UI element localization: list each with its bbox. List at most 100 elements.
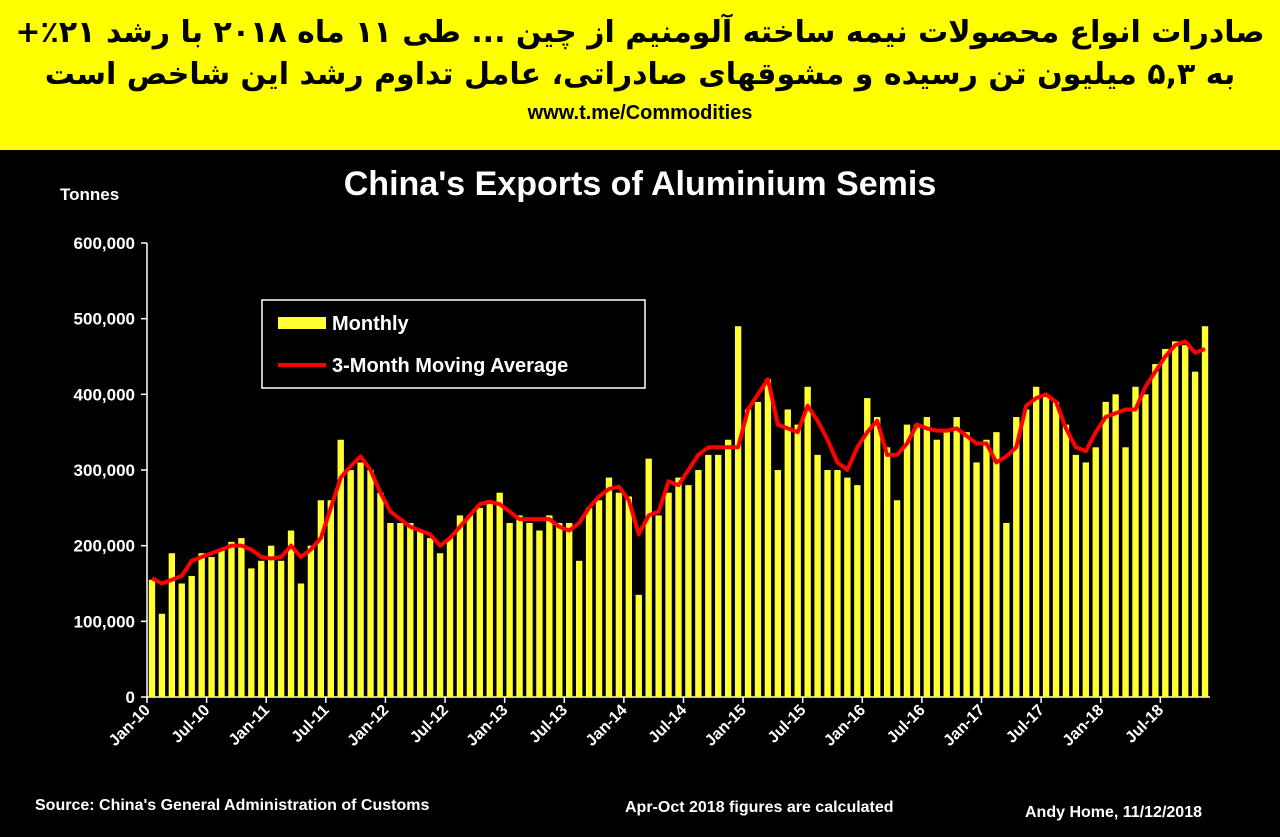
bar [923,417,931,697]
bar [754,401,762,697]
bar [168,553,176,697]
source-note: Source: China's General Administration o… [35,797,429,814]
y-tick-label: 400,000 [74,385,135,404]
bar [486,500,493,697]
header-line: صادرات انواع محصولات نیمه ساخته آلومنیم … [15,15,1265,50]
bar [377,492,384,697]
bar [158,613,166,697]
bar [536,530,543,697]
bar [516,515,523,697]
bar [238,538,245,697]
bar [556,522,563,697]
bar [1112,394,1119,697]
y-axis-label: Tonnes [60,185,119,204]
bar [705,454,712,697]
bar [1072,454,1080,697]
y-tick-label: 100,000 [74,612,135,631]
bar [685,485,692,697]
bar [963,432,970,697]
bar [724,439,732,697]
y-tick-label: 600,000 [74,234,135,253]
bar [566,522,573,697]
y-tick-label: 200,000 [74,537,135,556]
bar [407,522,414,697]
bar [397,522,404,697]
bar [208,557,215,697]
bar [844,477,851,697]
bar [953,417,960,697]
bar [327,500,334,697]
bar [1152,364,1159,697]
bar [575,560,583,697]
legend: Monthly 3-Month Moving Average [261,299,646,389]
bar [635,594,642,697]
bar [526,522,533,697]
bar [268,545,275,697]
bar [426,538,434,697]
bar [864,398,871,697]
bar [307,545,315,697]
legend-label: Monthly [332,313,410,335]
bar [1191,371,1199,697]
bar [665,492,672,697]
bar [1181,345,1189,697]
bar [933,439,940,697]
bar [695,470,702,697]
bar [973,462,980,697]
bar [178,583,185,697]
bar [784,409,791,697]
bar [456,515,464,697]
bar [387,522,394,697]
bar [625,496,633,697]
bar [854,485,861,697]
bar [893,500,901,697]
bar [1092,447,1099,697]
bar [347,470,354,697]
bar [824,470,831,697]
bar [1132,386,1139,697]
bar [834,470,841,697]
chart: China's Exports of Aluminium Semis Tonne… [0,150,1280,837]
bar [436,553,444,697]
bar [1042,394,1050,697]
bar [983,439,990,697]
bar [1172,341,1179,697]
bar [1082,462,1089,697]
bar [198,553,205,697]
bar [1003,522,1010,697]
bar [317,500,325,697]
bar [297,583,305,697]
header-link: www.t.me/Commodities [527,102,753,124]
chart-title: China's Exports of Aluminium Semis [344,165,936,203]
bar [1102,401,1109,697]
bar [367,470,374,697]
bar [446,538,454,697]
bar [1122,447,1129,697]
bar [228,541,235,697]
bar [546,515,553,697]
bar [993,432,1000,697]
y-tick-label: 0 [126,688,135,707]
y-tick-label: 300,000 [74,461,135,480]
bar [1062,424,1070,697]
bar [1023,409,1030,697]
bar [148,579,156,697]
bar [258,560,265,697]
bar [814,454,821,697]
legend-label: 3-Month Moving Average [332,355,568,377]
bar [734,326,742,697]
bar [883,447,891,697]
bar [337,439,344,697]
legend-swatch [278,317,326,329]
bar [1162,348,1169,697]
bar [188,575,195,697]
bar [585,507,593,697]
bar [287,530,295,697]
bar [1201,326,1209,697]
bar [1032,386,1040,697]
bar [794,424,801,697]
bar [357,462,364,697]
bar [615,492,623,697]
bar [764,379,772,697]
